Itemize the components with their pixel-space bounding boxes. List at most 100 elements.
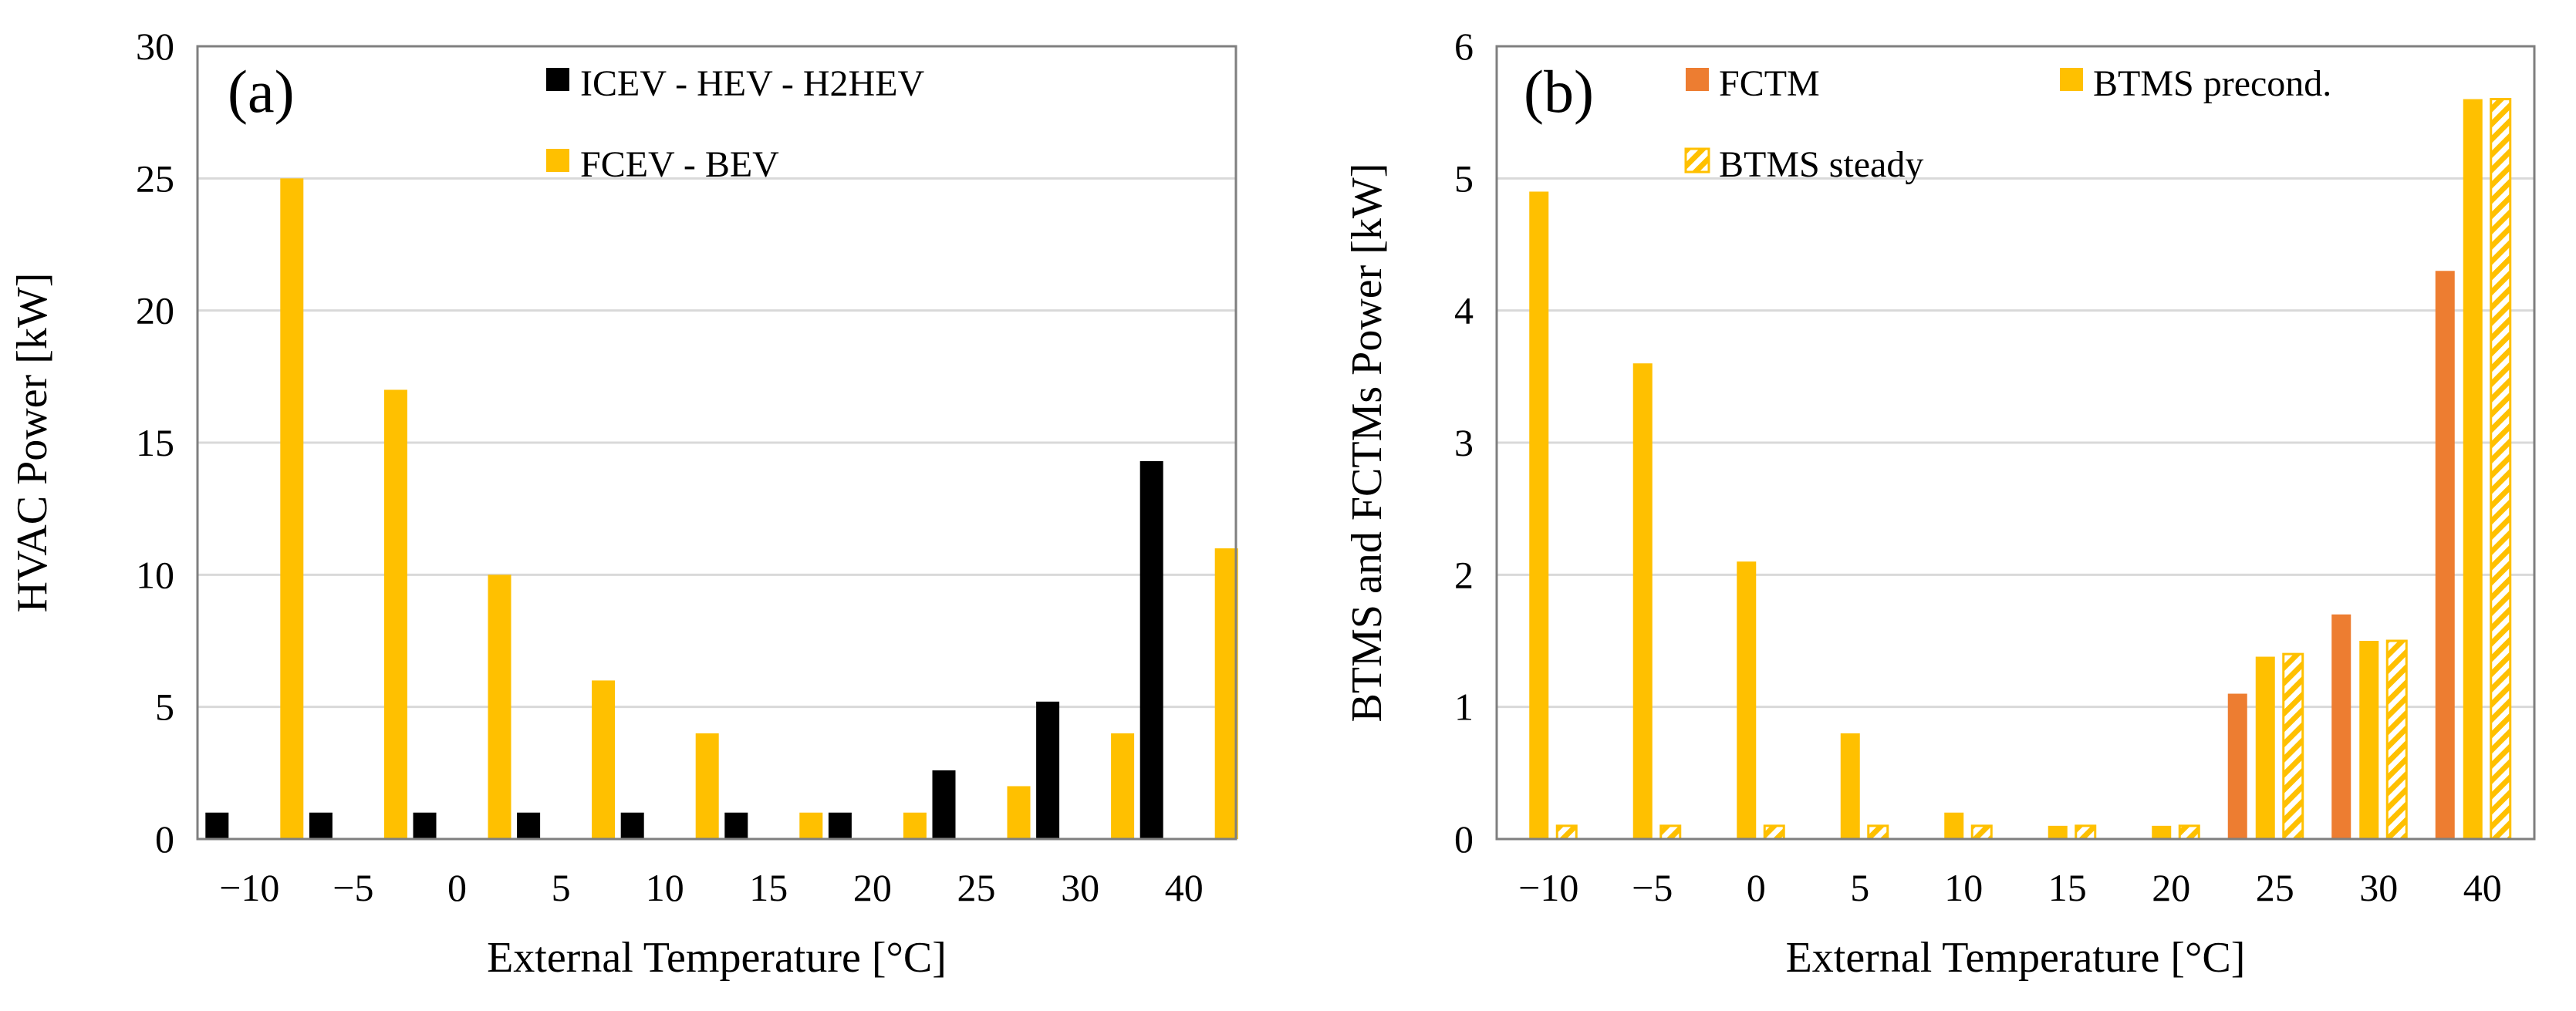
x-tick-label: 5 xyxy=(1850,866,1869,909)
chart-a-gridlines xyxy=(198,177,1236,709)
chart-b-panel-label: (b) xyxy=(1524,58,1594,125)
chart-b-legend: FCTM BTMS precond. BTMS steady xyxy=(1684,63,2331,185)
bar-icev-hev-h2hev-0 xyxy=(205,812,229,839)
bar-btms-precond-4 xyxy=(1944,812,1964,839)
bar-icev-hev-h2hev-6 xyxy=(828,812,852,839)
bar-btms-steady-8 xyxy=(2385,639,2408,841)
legend-swatch-fctm xyxy=(1686,68,1709,91)
bar-btms-precond-5 xyxy=(2048,825,2068,839)
y-tick-label: 25 xyxy=(136,157,174,200)
bar-btms-precond-0 xyxy=(1529,191,1549,839)
bar-fctm-8 xyxy=(2331,614,2351,839)
chart-panel-b: 0 1 2 3 4 5 6 −10 −5 0 5 10 15 20 25 30 40 (b) BTMS and… xyxy=(1343,25,2536,982)
y-tick-label: 5 xyxy=(155,686,174,729)
bar-icev-hev-h2hev-9 xyxy=(1139,460,1163,839)
y-tick-label: 30 xyxy=(136,25,174,68)
x-tick-label: 25 xyxy=(2256,866,2294,909)
x-tick-label: −5 xyxy=(333,866,373,909)
chart-a-x-ticks: −10 −5 0 5 10 15 20 25 30 40 xyxy=(219,866,1204,909)
legend-label-btms-precond: BTMS precond. xyxy=(2093,63,2331,104)
bar-btms-steady-0 xyxy=(1555,824,1578,841)
bar-btms-steady-3 xyxy=(1867,824,1889,841)
bar-fcev-bev-6 xyxy=(903,812,927,839)
x-tick-label: 15 xyxy=(2048,866,2087,909)
legend-swatch-fcev xyxy=(546,149,569,172)
bar-btms-steady-1 xyxy=(1659,824,1682,841)
bar-btms-precond-8 xyxy=(2359,641,2379,839)
bar-fctm-7 xyxy=(2227,693,2247,839)
bar-fcev-bev-1 xyxy=(383,389,407,839)
x-tick-label: 0 xyxy=(447,866,467,909)
chart-a-panel-label: (a) xyxy=(228,58,295,125)
x-tick-label: 25 xyxy=(957,866,996,909)
bar-btms-precond-9 xyxy=(2463,99,2483,840)
chart-b-x-ticks: −10 −5 0 5 10 15 20 25 30 40 xyxy=(1518,866,2502,909)
bar-fcev-bev-7 xyxy=(1007,786,1031,839)
bar-btms-precond-2 xyxy=(1737,561,1757,839)
x-tick-label: 5 xyxy=(552,866,571,909)
legend-swatch-btms-steady xyxy=(1684,147,1710,174)
chart-b-y-axis-title: BTMS and FCTMs Power [kW] xyxy=(1343,163,1391,723)
bar-btms-precond-7 xyxy=(2255,656,2275,839)
chart-b-x-axis-title: External Temperature [°C] xyxy=(1786,934,2246,982)
x-tick-label: 20 xyxy=(2152,866,2190,909)
chart-a-legend: ICEV - HEV - H2HEV FCEV - BEV xyxy=(546,63,925,185)
bar-btms-steady-2 xyxy=(1763,824,1785,841)
bar-btms-steady-7 xyxy=(2282,652,2304,841)
bar-icev-hev-h2hev-4 xyxy=(620,812,644,839)
x-tick-label: 10 xyxy=(1944,866,1983,909)
legend-label-fctm: FCTM xyxy=(1719,63,1820,104)
x-tick-label: 15 xyxy=(749,866,788,909)
y-tick-label: 20 xyxy=(136,289,174,332)
bar-icev-hev-h2hev-5 xyxy=(724,812,748,839)
x-tick-label: 30 xyxy=(1061,866,1099,909)
bar-fcev-bev-8 xyxy=(1111,733,1135,839)
bar-fcev-bev-2 xyxy=(488,575,511,839)
y-tick-label: 4 xyxy=(1454,289,1474,332)
y-tick-label: 15 xyxy=(136,421,174,464)
legend-label-btms-steady: BTMS steady xyxy=(1719,144,1923,185)
y-tick-label: 2 xyxy=(1454,553,1474,596)
bar-btms-steady-6 xyxy=(2178,824,2200,841)
bar-btms-precond-1 xyxy=(1632,363,1653,839)
y-tick-label: 5 xyxy=(1454,157,1474,200)
y-tick-label: 10 xyxy=(136,553,174,596)
chart-panel-a: 0 5 10 15 20 25 30 −10 −5 0 5 10 15 20 25 30 40 (a) HVA… xyxy=(8,25,1238,982)
bar-icev-hev-h2hev-7 xyxy=(932,770,956,839)
x-tick-label: 40 xyxy=(1165,866,1204,909)
bar-icev-hev-h2hev-1 xyxy=(309,812,333,839)
y-tick-label: 6 xyxy=(1454,25,1474,68)
chart-b-plot-frame xyxy=(1495,45,2536,841)
bar-btms-steady-4 xyxy=(1970,824,1993,841)
y-tick-label: 3 xyxy=(1454,421,1474,464)
bar-icev-hev-h2hev-2 xyxy=(413,812,437,839)
bar-fcev-bev-0 xyxy=(280,178,304,840)
x-tick-label: 20 xyxy=(853,866,892,909)
x-tick-label: −10 xyxy=(1518,866,1578,909)
legend-swatch-btms-precond xyxy=(2060,68,2083,91)
legend-swatch-icev xyxy=(546,68,569,91)
x-tick-label: 40 xyxy=(2463,866,2502,909)
y-tick-label: 1 xyxy=(1454,686,1474,729)
bar-icev-hev-h2hev-3 xyxy=(517,812,541,839)
bar-btms-precond-6 xyxy=(2152,825,2172,839)
bar-fcev-bev-3 xyxy=(592,680,616,839)
bar-btms-precond-3 xyxy=(1840,733,1860,839)
chart-a-x-axis-title: External Temperature [°C] xyxy=(487,934,947,982)
x-tick-label: 30 xyxy=(2359,866,2398,909)
legend-label-icev: ICEV - HEV - H2HEV xyxy=(580,63,925,104)
y-tick-label: 0 xyxy=(155,817,174,861)
bar-btms-steady-9 xyxy=(2490,98,2512,841)
chart-a-plot-frame xyxy=(196,45,1237,841)
chart-b-y-ticks: 0 1 2 3 4 5 6 xyxy=(1454,25,1474,861)
chart-a-y-axis-title: HVAC Power [kW] xyxy=(8,273,56,613)
legend-label-fcev: FCEV - BEV xyxy=(580,144,779,185)
x-tick-label: 0 xyxy=(1747,866,1766,909)
bar-fctm-9 xyxy=(2435,271,2455,839)
x-tick-label: 10 xyxy=(646,866,684,909)
y-tick-label: 0 xyxy=(1454,817,1474,861)
chart-a-bars xyxy=(205,178,1238,840)
x-tick-label: −5 xyxy=(1632,866,1673,909)
bar-fcev-bev-4 xyxy=(695,733,719,839)
